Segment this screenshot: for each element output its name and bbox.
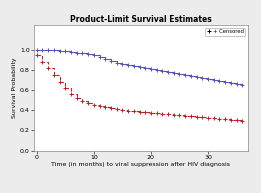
X-axis label: Time (in months) to viral suppression after HIV diagnosis: Time (in months) to viral suppression af… [51,163,230,168]
Title: Product-Limit Survival Estimates: Product-Limit Survival Estimates [70,15,212,24]
Y-axis label: Survival Probability: Survival Probability [12,58,17,118]
